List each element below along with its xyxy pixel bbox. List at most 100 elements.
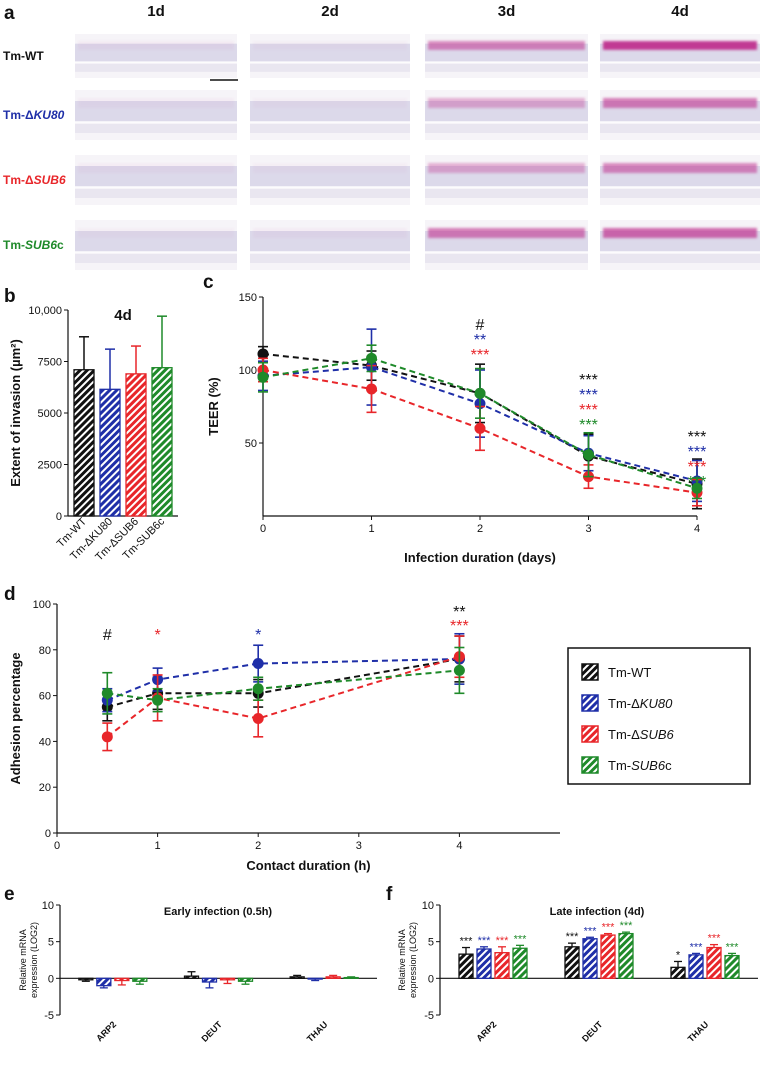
data-point — [453, 664, 465, 676]
y-tick-label: 2500 — [38, 460, 62, 472]
column-header-3: 4d — [671, 3, 689, 20]
tissue-base — [600, 63, 760, 72]
bar — [706, 946, 722, 979]
y-tick-label: 0 — [56, 511, 62, 523]
row-label-2-italic: SUB6 — [34, 173, 66, 187]
x-tick-label: 3 — [356, 840, 362, 852]
data-point — [366, 352, 377, 364]
y-tick-label: 5000 — [38, 408, 62, 420]
significance-label: *** — [726, 941, 740, 953]
data-point — [257, 371, 269, 383]
significance-label: *** — [496, 935, 510, 947]
y-axis-label: Adhesion percentage — [8, 652, 23, 784]
panel-label-b: b — [4, 286, 16, 307]
significance-label: * — [676, 949, 681, 961]
data-point — [101, 687, 113, 699]
tissue-section — [250, 155, 410, 205]
significance-label: *** — [708, 933, 722, 945]
row-label-0-prefix: Tm-WT — [3, 49, 44, 63]
tissue-base — [75, 189, 237, 198]
x-tick-label: 0 — [54, 840, 60, 852]
tissue-base — [600, 254, 760, 263]
legend-swatch — [581, 694, 599, 712]
row-label-3: Tm-SUB6c — [3, 238, 64, 252]
data-point — [252, 658, 264, 670]
x-tick-label: 3 — [585, 523, 591, 535]
legend-box — [567, 647, 751, 785]
stain-band — [603, 98, 757, 108]
y-tick-label: -5 — [44, 1010, 54, 1022]
y-tick-label: 0 — [48, 973, 54, 985]
y-tick-label: 10 — [422, 900, 434, 912]
bar — [688, 954, 704, 979]
significance-label: ** — [453, 604, 465, 621]
legend-prefix: Tm-Δ — [608, 696, 640, 711]
stain-band — [428, 41, 585, 50]
x-tick-label: 4 — [456, 840, 462, 852]
data-point — [152, 694, 164, 706]
panel-label-d: d — [4, 584, 16, 605]
y-tick-label: 5 — [428, 937, 434, 949]
tissue-layer — [250, 43, 410, 63]
stain-band — [253, 98, 407, 108]
legend-prefix: Tm- — [608, 758, 631, 773]
bar — [670, 966, 686, 979]
tissue-base — [250, 254, 410, 263]
y-tick-label: -5 — [424, 1010, 434, 1022]
series-line — [107, 657, 460, 709]
legend-entry: Tm-WT — [608, 665, 651, 680]
tissue-section — [425, 155, 588, 205]
y-tick-label: 10,000 — [28, 305, 62, 317]
bar — [564, 946, 580, 979]
bar — [307, 977, 323, 980]
stain-band — [603, 228, 757, 238]
tissue-base — [250, 63, 410, 72]
series-line — [106, 655, 460, 738]
chart-title: 4d — [114, 307, 132, 324]
bar — [96, 977, 112, 987]
bar — [73, 369, 95, 517]
bar — [125, 373, 147, 517]
tissue-base — [75, 254, 237, 263]
stain-band — [253, 228, 407, 238]
significance-label: *** — [602, 922, 616, 934]
late-infection-expression-chart: -5 0 5 10 Relative mRNA expression (LOG2) Late… — [397, 900, 758, 1044]
series-line — [107, 669, 460, 702]
legend-suffix: c — [665, 758, 672, 773]
tissue-section — [600, 34, 760, 78]
tissue-section — [75, 220, 237, 270]
x-tick-label: 2 — [477, 523, 483, 535]
bar — [343, 976, 359, 979]
bar — [183, 975, 200, 979]
row-label-0: Tm-WT — [3, 49, 44, 63]
y-tick-label: 0 — [45, 828, 51, 840]
y-tick-label: 100 — [33, 599, 51, 611]
tissue-section — [75, 34, 237, 78]
legend-swatch — [581, 725, 599, 743]
bar — [512, 947, 528, 979]
teer-line-chart: 50 100 150 0 1 2 3 4 Infection duration (days) TE… — [206, 292, 706, 565]
row-label-1: Tm-ΔKU80 — [3, 108, 65, 122]
tissue-section — [250, 90, 410, 140]
significance-label: *** — [688, 429, 707, 446]
bar — [237, 977, 254, 982]
tissue-base — [600, 189, 760, 198]
y-tick-label: 40 — [39, 736, 51, 748]
stain-band — [253, 163, 407, 173]
row-label-3-italic: SUB6 — [25, 238, 57, 252]
significance-label: *** — [566, 931, 580, 943]
bar — [458, 953, 474, 979]
stain-band — [428, 228, 585, 238]
bar — [476, 948, 492, 979]
y-axis-label-line: Relative mRNA — [18, 929, 28, 991]
tissue-base — [425, 254, 588, 263]
significance-label: * — [154, 627, 160, 644]
invasion-bar-chart: 0 2500 5000 7500 10,000 Extent of invasion (µ… — [8, 305, 178, 563]
row-label-1-prefix: Tm-Δ — [3, 108, 34, 122]
y-tick-label: 0 — [428, 973, 434, 985]
y-axis-label-line: expression (LOG2) — [408, 922, 418, 998]
chart-title: Late infection (4d) — [550, 906, 645, 918]
tissue-base — [600, 124, 760, 133]
tissue-layer — [75, 231, 237, 252]
